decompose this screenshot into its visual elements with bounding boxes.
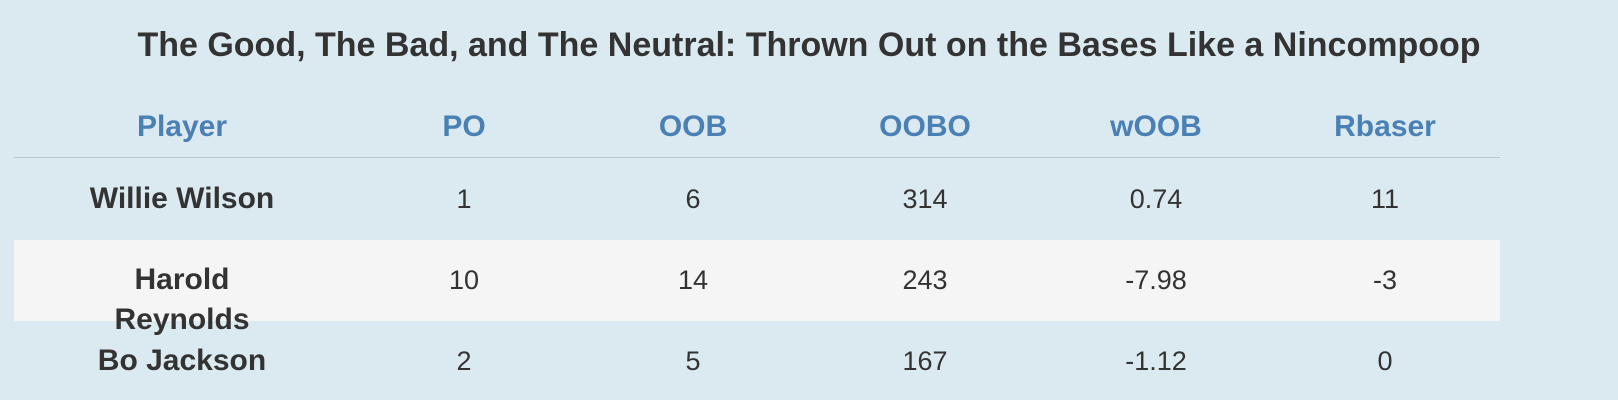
stat-cell: 14 [677, 265, 709, 295]
column-header: PO [442, 110, 486, 143]
stat-cell: 314 [902, 184, 948, 214]
column-header: wOOB [1110, 110, 1202, 143]
stat-cell: -3 [1372, 265, 1397, 295]
stat-cell: 6 [685, 184, 701, 214]
stat-cell: -1.12 [1125, 346, 1187, 376]
header-rule [14, 157, 1500, 158]
stat-cell: 5 [685, 346, 701, 376]
stat-cell: 2 [456, 346, 472, 376]
column-header: Rbaser [1334, 110, 1436, 143]
player-name: Willie Wilson [89, 182, 275, 215]
player-name: Bo Jackson [97, 344, 267, 377]
stat-cell: 1 [456, 184, 472, 214]
player-name: Harold Reynolds [114, 263, 250, 336]
row-band [14, 240, 1500, 321]
title: The Good, The Bad, and The Neutral: Thro… [137, 26, 1481, 64]
stat-cell: 0 [1377, 346, 1393, 376]
stat-cell: 167 [902, 346, 948, 376]
stat-cell: 0.74 [1129, 184, 1183, 214]
stat-cell: -7.98 [1125, 265, 1187, 295]
column-header: OOB [658, 110, 728, 143]
stat-cell: 243 [902, 265, 948, 295]
column-header: OOBO [879, 110, 971, 143]
column-header: Player [136, 110, 228, 143]
stat-cell: 10 [448, 265, 480, 295]
stat-cell: 11 [1370, 184, 1400, 214]
